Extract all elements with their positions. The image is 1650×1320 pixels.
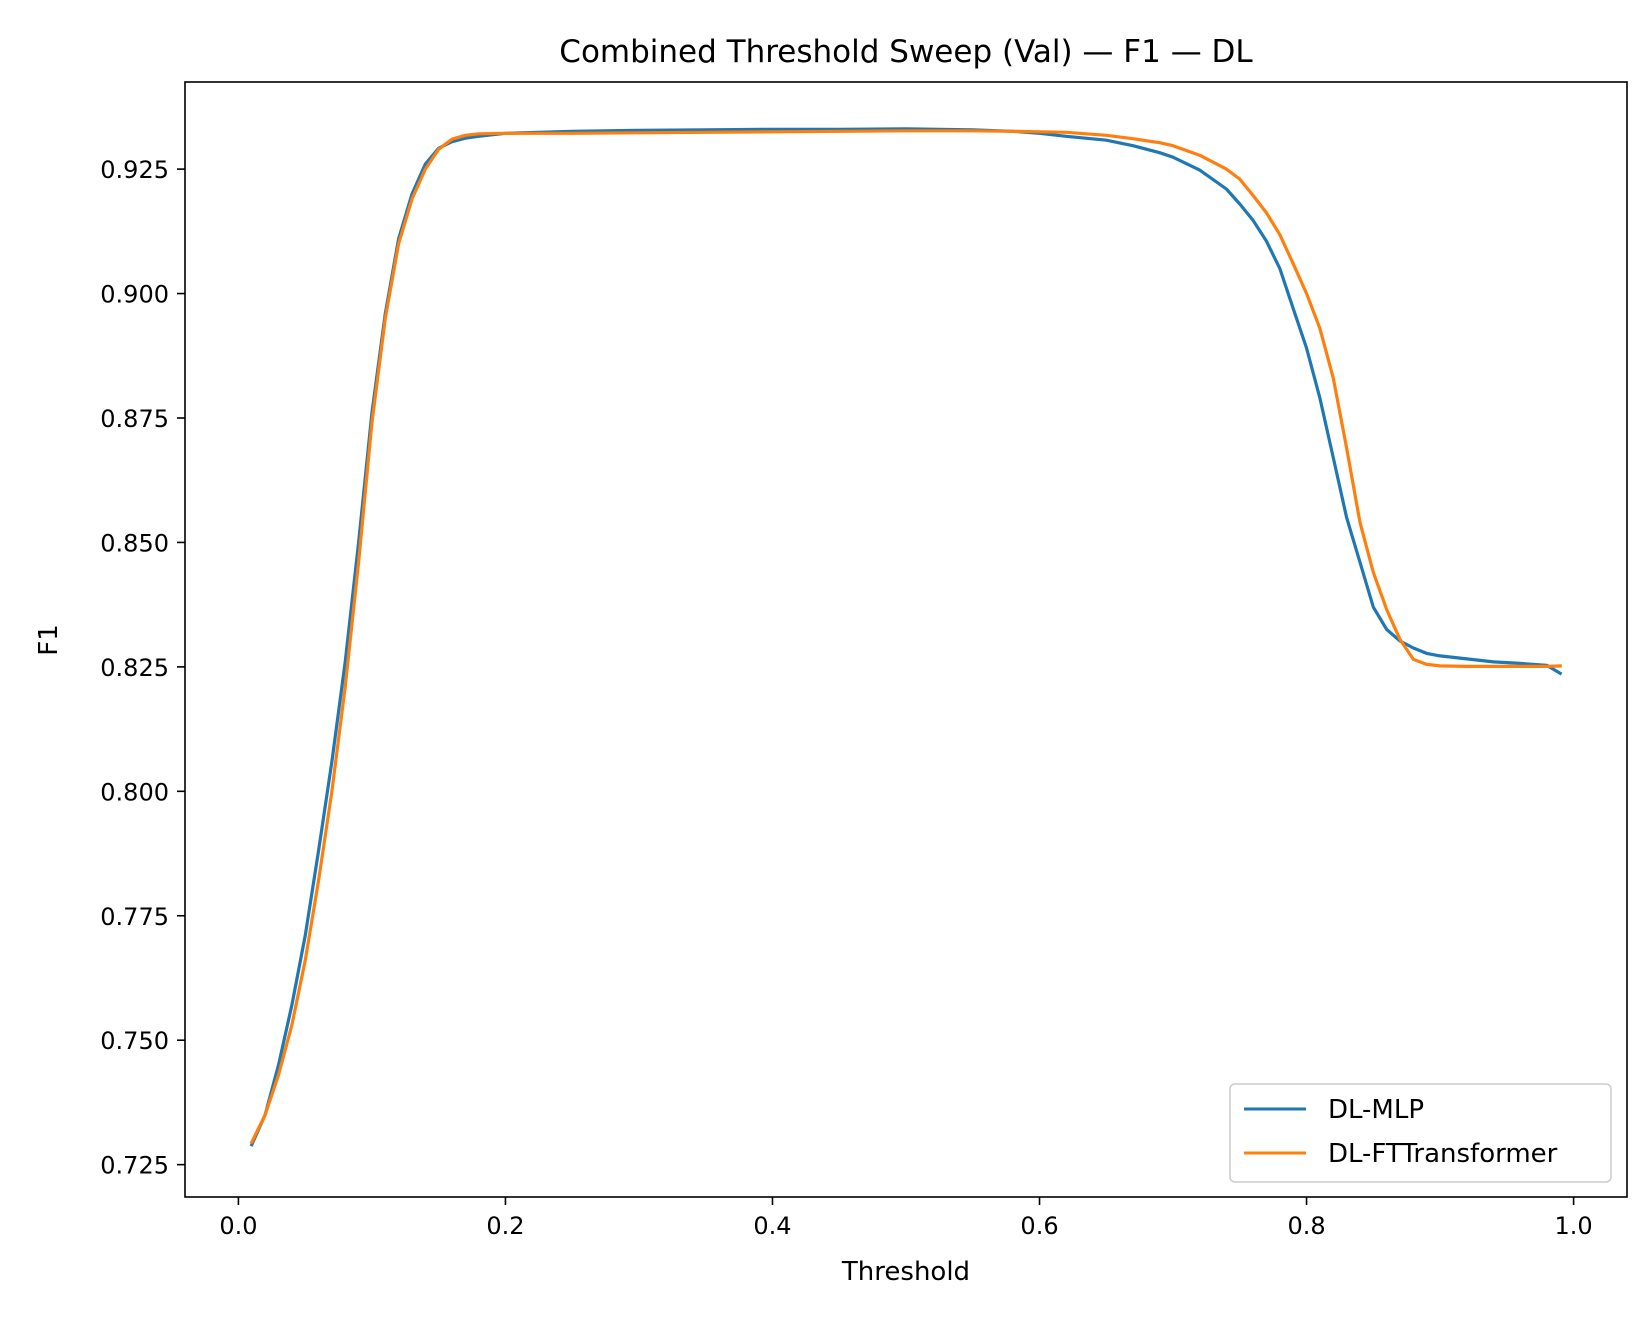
x-tick-label: 0.2 xyxy=(486,1212,524,1240)
chart-title: Combined Threshold Sweep (Val) — F1 — DL xyxy=(559,34,1253,70)
legend-label-dl-fttransformer: DL-FTTransformer xyxy=(1328,1139,1558,1169)
y-tick-label: 0.825 xyxy=(100,654,169,682)
x-tick-label: 0.6 xyxy=(1020,1212,1058,1240)
x-tick-label: 0.8 xyxy=(1287,1212,1325,1240)
series-line-dl-fttransformer xyxy=(249,129,1562,1145)
y-tick-label: 0.725 xyxy=(100,1152,169,1180)
y-tick-label: 0.850 xyxy=(100,529,169,557)
legend: DL-MLP DL-FTTransformer xyxy=(1229,1083,1612,1183)
series-layer xyxy=(249,127,1563,1147)
y-tick-label: 0.875 xyxy=(100,405,169,433)
y-tick-label: 0.775 xyxy=(100,903,169,931)
legend-label-dl-mlp: DL-MLP xyxy=(1328,1095,1424,1125)
y-tick-label: 0.900 xyxy=(100,281,169,309)
x-axis-label: Threshold xyxy=(841,1257,970,1287)
legend-box xyxy=(1229,1083,1612,1183)
x-tick-label: 0.0 xyxy=(219,1212,257,1240)
x-axis: 0.0 0.2 0.4 0.6 0.8 1.0 xyxy=(219,1197,1593,1240)
x-tick-label: 0.4 xyxy=(753,1212,791,1240)
y-axis: 0.725 0.750 0.775 0.800 0.825 0.850 0.875 0.900… xyxy=(100,156,185,1180)
y-tick-label: 0.925 xyxy=(100,156,169,184)
y-tick-label: 0.800 xyxy=(100,778,169,806)
plot-frame xyxy=(184,81,1628,1198)
x-tick-label: 1.0 xyxy=(1555,1212,1593,1240)
y-axis-label: F1 xyxy=(34,624,64,656)
y-tick-label: 0.750 xyxy=(100,1027,169,1055)
